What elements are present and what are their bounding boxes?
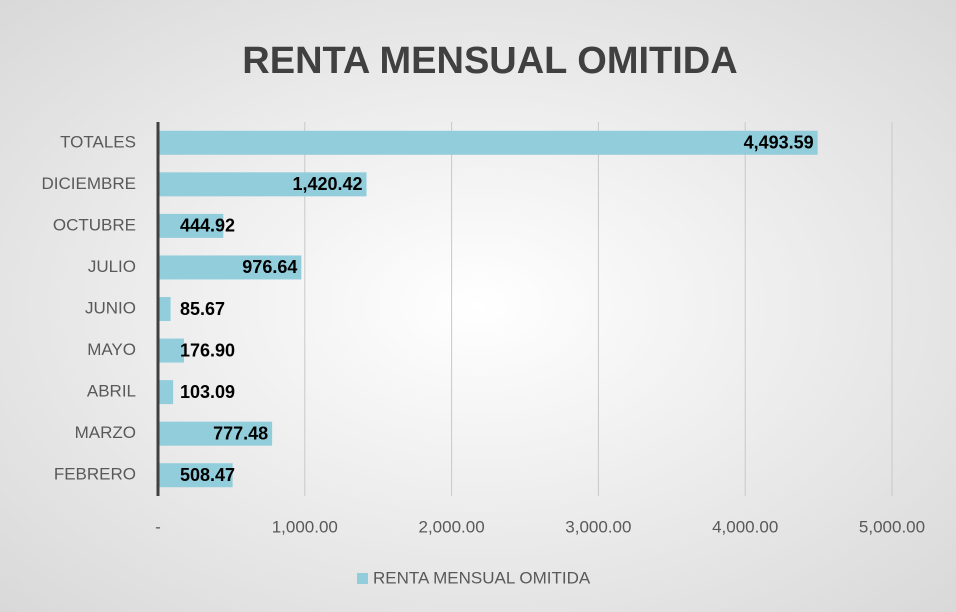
data-label: 176.90 <box>180 340 235 360</box>
y-tick-label: MAYO <box>87 340 136 359</box>
legend-swatch <box>357 573 368 584</box>
chart-title: RENTA MENSUAL OMITIDA <box>242 40 737 82</box>
y-tick-label: FEBRERO <box>54 465 136 484</box>
y-tick-label: ABRIL <box>87 382 136 401</box>
x-tick-label: 5,000.00 <box>859 517 925 536</box>
data-label: 976.64 <box>242 257 297 277</box>
x-tick-label: 3,000.00 <box>565 517 631 536</box>
y-tick-label: JULIO <box>88 257 136 276</box>
bar <box>158 463 233 488</box>
bar <box>158 255 302 280</box>
y-tick-label: TOTALES <box>60 132 136 151</box>
bar <box>158 297 171 321</box>
data-label: 85.67 <box>180 299 225 319</box>
bar <box>158 421 273 446</box>
y-tick-label: OCTUBRE <box>53 215 136 234</box>
bar <box>158 380 174 405</box>
bar <box>158 130 818 155</box>
x-tick-label: 1,000.00 <box>272 517 338 536</box>
data-label: 1,420.42 <box>292 174 362 194</box>
y-tick-label: JUNIO <box>85 298 136 317</box>
data-label: 4,493.59 <box>744 133 814 153</box>
x-tick-label: 4,000.00 <box>712 517 778 536</box>
data-label: 444.92 <box>180 216 235 236</box>
bar <box>158 172 367 197</box>
x-tick-label: 2,000.00 <box>419 517 485 536</box>
data-label: 103.09 <box>180 382 235 402</box>
legend-label: RENTA MENSUAL OMITIDA <box>373 568 591 587</box>
data-label: 777.48 <box>213 423 268 443</box>
bar <box>158 338 184 363</box>
bar <box>158 213 224 238</box>
x-tick-label: - <box>155 517 161 536</box>
y-tick-label: MARZO <box>75 423 136 442</box>
y-tick-label: DICIEMBRE <box>42 174 136 193</box>
data-label: 508.47 <box>180 465 235 485</box>
